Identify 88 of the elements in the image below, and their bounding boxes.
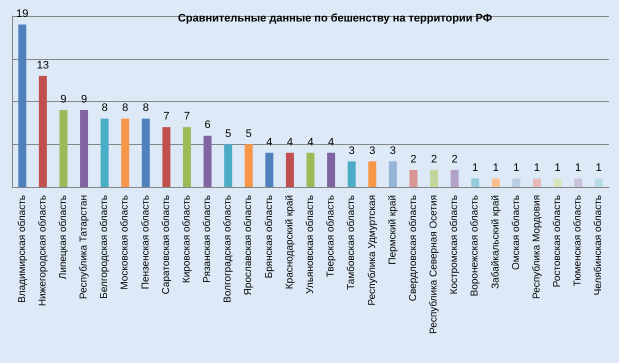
data-label: 1: [492, 162, 499, 174]
bar: [38, 76, 47, 187]
bar: [18, 24, 26, 187]
x-tick-label: Пензенская область: [140, 195, 152, 290]
data-label: 7: [184, 110, 190, 123]
data-label: 6: [204, 119, 211, 132]
data-label: 8: [122, 102, 128, 114]
data-label: 8: [142, 102, 149, 114]
data-label: 1: [534, 162, 540, 174]
data-label: 4: [266, 136, 272, 148]
x-tick-label: Тамбовская область: [346, 195, 358, 290]
data-label: 5: [246, 128, 252, 140]
x-tick-label: Челябинская область: [593, 195, 604, 296]
data-label: 9: [80, 94, 88, 106]
bar: [182, 127, 191, 187]
data-label: 4: [307, 136, 314, 148]
x-tick-label: Омская область: [510, 195, 522, 270]
data-label: 1: [596, 162, 602, 174]
data-label: 2: [410, 153, 416, 166]
bar: [594, 178, 603, 187]
x-tick-label: Краснодарский край: [284, 195, 296, 290]
data-label: 1: [513, 162, 520, 174]
bar: [554, 178, 562, 187]
data-label: 2: [452, 153, 458, 166]
bar: [162, 127, 170, 187]
x-tick-label: Кировская область: [181, 195, 192, 284]
bar: [492, 178, 500, 187]
x-tick-label: Липецкая область: [58, 195, 69, 280]
bar: [204, 136, 212, 187]
bar: [306, 152, 314, 187]
data-label: 3: [348, 144, 355, 157]
bar: [430, 170, 438, 187]
data-label: 9: [60, 94, 67, 106]
bar: [348, 161, 356, 187]
x-tick-label: Тверская область: [326, 195, 337, 278]
x-tick-label: Волгоградская область: [222, 195, 234, 303]
x-tick-label: Костромская область: [449, 195, 460, 294]
x-tick-label: Республика Татарстан: [78, 195, 90, 300]
data-label: 5: [225, 128, 232, 140]
bar: [80, 110, 88, 187]
bar: [327, 152, 336, 187]
data-label: 8: [102, 102, 108, 114]
bar: [59, 110, 68, 187]
bar: [142, 118, 150, 187]
bar: [409, 170, 418, 187]
x-tick-label: Рязанская область: [202, 195, 214, 283]
x-tick-label: Владимирская область: [16, 195, 28, 303]
x-tick-label: Белгородская область: [99, 195, 110, 299]
bar: [368, 161, 376, 187]
data-label: 13: [36, 59, 50, 72]
data-label: 1: [554, 162, 561, 174]
data-label: 1: [472, 162, 478, 174]
x-tick-label: Тюменская область: [572, 195, 584, 286]
x-tick-label: Московская область: [120, 195, 131, 290]
bar: [471, 178, 480, 187]
bar: [574, 178, 582, 187]
bar: [100, 118, 109, 187]
data-label: 3: [369, 144, 376, 157]
data-label: 1: [575, 162, 582, 174]
data-label: 19: [16, 8, 28, 20]
data-label: 3: [390, 144, 396, 157]
bar: [388, 161, 397, 187]
chart-title: Сравнительные данные по бешенству на территории РФ: [178, 12, 492, 24]
x-tick-label: Ростовская область: [552, 195, 564, 288]
bar: [532, 178, 541, 187]
bar: [224, 144, 232, 187]
data-label: 4: [286, 136, 293, 148]
bar: [286, 152, 294, 187]
x-tick-label: Республика Мордовия: [531, 195, 542, 299]
x-tick-label: Нижегородская область: [37, 195, 48, 306]
x-tick-label: Забайкальский край: [490, 195, 502, 289]
data-label: 7: [163, 110, 170, 123]
bar: [121, 118, 130, 187]
bar: [265, 152, 274, 187]
x-tick-label: Ульяновская область: [305, 195, 316, 294]
x-tick-label: Саратовская область: [160, 195, 172, 294]
x-tick-label: Свердловская область: [408, 195, 419, 302]
x-tick-label: Пермский край: [387, 195, 398, 265]
data-label: 2: [430, 153, 438, 166]
x-tick-label: Воронежская область: [470, 195, 481, 296]
bar: [450, 170, 459, 187]
x-tick-label: Республика Северная Осетия: [428, 195, 440, 334]
x-tick-label: Республика Удмуртская: [366, 195, 378, 306]
bar: [244, 144, 253, 187]
x-tick-label: Брянская область: [264, 195, 275, 278]
x-tick-label: Ярославская область: [243, 195, 254, 296]
data-label: 4: [328, 136, 334, 148]
bar: [512, 178, 520, 187]
